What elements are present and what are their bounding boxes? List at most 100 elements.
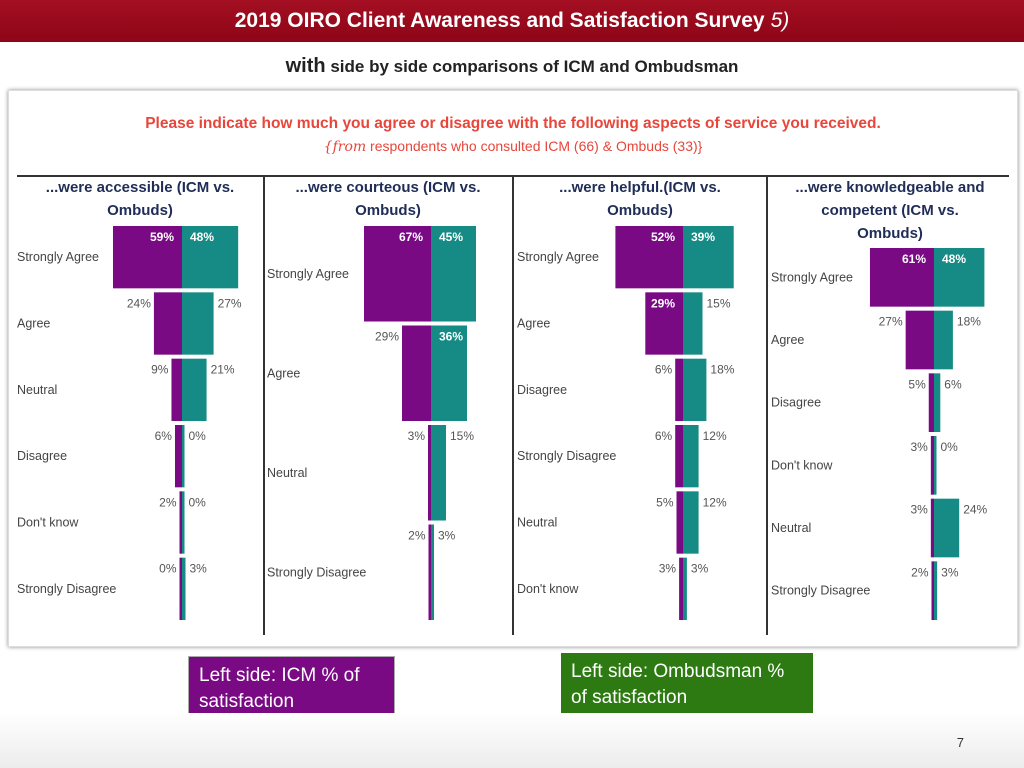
category-label: Strongly Disagree bbox=[771, 584, 870, 598]
category-label: Don't know bbox=[771, 458, 833, 472]
icm-bar bbox=[679, 557, 683, 620]
icm-bar bbox=[928, 373, 934, 432]
icm-bar bbox=[428, 524, 431, 620]
category-label: Disagree bbox=[517, 383, 567, 397]
ombuds-bar bbox=[683, 425, 699, 488]
ombuds-value-label: 24% bbox=[963, 503, 987, 517]
ombuds-bar bbox=[182, 557, 186, 620]
ombuds-bar bbox=[683, 491, 699, 554]
icm-value-label: 24% bbox=[127, 296, 151, 310]
column-divider bbox=[263, 175, 265, 635]
slide-subtitle: with side by side comparisons of ICM and… bbox=[0, 55, 1024, 78]
category-label: Strongly Agree bbox=[17, 250, 99, 264]
chart-title: ...were accessible (ICM vs. bbox=[46, 179, 234, 196]
subtitle-rest: side by side comparisons of ICM and Ombu… bbox=[330, 57, 739, 76]
icm-bar bbox=[428, 425, 431, 521]
chart-title: Ombuds) bbox=[857, 225, 923, 242]
footer-bar bbox=[0, 713, 1024, 768]
ombuds-value-label: 12% bbox=[703, 429, 727, 443]
subtitle-prefix: with bbox=[285, 55, 326, 77]
title-banner: 2019 OIRO Client Awareness and Satisfact… bbox=[0, 0, 1024, 42]
category-label: Agree bbox=[17, 317, 50, 331]
ombuds-bar bbox=[934, 310, 953, 370]
ombuds-value-label: 12% bbox=[703, 495, 727, 509]
icm-value-label: 9% bbox=[151, 363, 169, 377]
category-label: Neutral bbox=[771, 521, 811, 535]
ombuds-bar bbox=[182, 491, 185, 554]
icm-value-label: 59% bbox=[150, 230, 174, 244]
icm-value-label: 29% bbox=[651, 296, 675, 310]
ombuds-bar bbox=[934, 373, 941, 432]
category-label: Disagree bbox=[17, 449, 67, 463]
icm-bar bbox=[905, 310, 934, 370]
ombuds-value-label: 15% bbox=[450, 429, 474, 443]
category-label: Agree bbox=[267, 366, 300, 380]
ombuds-value-label: 3% bbox=[691, 562, 709, 576]
icm-value-label: 27% bbox=[879, 315, 903, 329]
category-label: Strongly Disagree bbox=[17, 582, 116, 596]
icm-value-label: 2% bbox=[159, 495, 177, 509]
icm-value-label: 6% bbox=[655, 363, 673, 377]
icm-value-label: 29% bbox=[375, 330, 399, 344]
category-label: Agree bbox=[771, 333, 804, 347]
category-label: Strongly Agree bbox=[517, 250, 599, 264]
ombuds-value-label: 3% bbox=[438, 529, 456, 543]
icm-value-label: 5% bbox=[656, 495, 674, 509]
ombuds-bar bbox=[182, 358, 207, 421]
icm-value-label: 67% bbox=[399, 230, 423, 244]
ombuds-value-label: 21% bbox=[211, 363, 235, 377]
ombuds-bar bbox=[683, 292, 703, 355]
ombuds-value-label: 48% bbox=[190, 230, 214, 244]
ombuds-bar bbox=[934, 436, 937, 495]
page-number: 7 bbox=[956, 735, 964, 750]
icm-bar bbox=[153, 292, 182, 355]
icm-bar bbox=[179, 491, 182, 554]
chart-title: Ombuds) bbox=[607, 202, 673, 219]
icm-bar bbox=[402, 325, 431, 421]
icm-value-label: 3% bbox=[911, 503, 929, 517]
category-label: Strongly Disagree bbox=[517, 449, 616, 463]
question-sub-rest: respondents who consulted ICM (66) & Omb… bbox=[370, 138, 703, 154]
ombuds-bar bbox=[934, 498, 960, 558]
ombuds-bar bbox=[934, 561, 938, 620]
ombuds-value-label: 36% bbox=[439, 330, 463, 344]
category-label: Neutral bbox=[267, 466, 307, 480]
ombuds-value-label: 39% bbox=[691, 230, 715, 244]
category-label: Neutral bbox=[17, 383, 57, 397]
column-divider bbox=[766, 175, 768, 635]
ombuds-value-label: 0% bbox=[189, 429, 207, 443]
ombuds-value-label: 18% bbox=[710, 363, 734, 377]
icm-value-label: 6% bbox=[655, 429, 673, 443]
icm-value-label: 0% bbox=[159, 562, 177, 576]
category-label: Strongly Agree bbox=[771, 270, 853, 284]
icm-value-label: 52% bbox=[651, 230, 675, 244]
ombuds-bar bbox=[182, 292, 214, 355]
icm-value-label: 6% bbox=[155, 429, 173, 443]
icm-bar bbox=[931, 561, 934, 620]
icm-value-label: 5% bbox=[908, 377, 926, 391]
ombuds-value-label: 3% bbox=[941, 565, 959, 579]
icm-value-label: 3% bbox=[408, 429, 426, 443]
icm-bar bbox=[930, 498, 934, 558]
icm-bar bbox=[645, 292, 683, 355]
icm-value-label: 3% bbox=[911, 440, 929, 454]
icm-bar bbox=[675, 425, 683, 488]
icm-bar bbox=[869, 248, 934, 307]
ombuds-value-label: 48% bbox=[942, 252, 966, 266]
icm-value-label: 2% bbox=[911, 565, 929, 579]
ombuds-bar bbox=[182, 226, 239, 289]
ombuds-value-label: 18% bbox=[957, 315, 981, 329]
ombuds-value-label: 0% bbox=[189, 495, 207, 509]
question-subtext: {from respondents who consulted ICM (66)… bbox=[9, 138, 1017, 155]
question-sub-prefix: {from bbox=[323, 139, 367, 155]
chart-title: ...were helpful.(ICM vs. bbox=[559, 179, 721, 196]
icm-bar bbox=[171, 358, 182, 421]
icm-bar bbox=[615, 226, 683, 289]
chart-title: Ombuds) bbox=[355, 202, 421, 219]
column-divider bbox=[512, 175, 514, 635]
legend-ombudsman: Left side: Ombudsman % of satisfaction bbox=[561, 653, 813, 719]
category-label: Don't know bbox=[17, 516, 79, 530]
ombuds-bar bbox=[431, 524, 434, 620]
slide-title: 2019 OIRO Client Awareness and Satisfact… bbox=[234, 9, 765, 32]
icm-value-label: 2% bbox=[408, 529, 426, 543]
